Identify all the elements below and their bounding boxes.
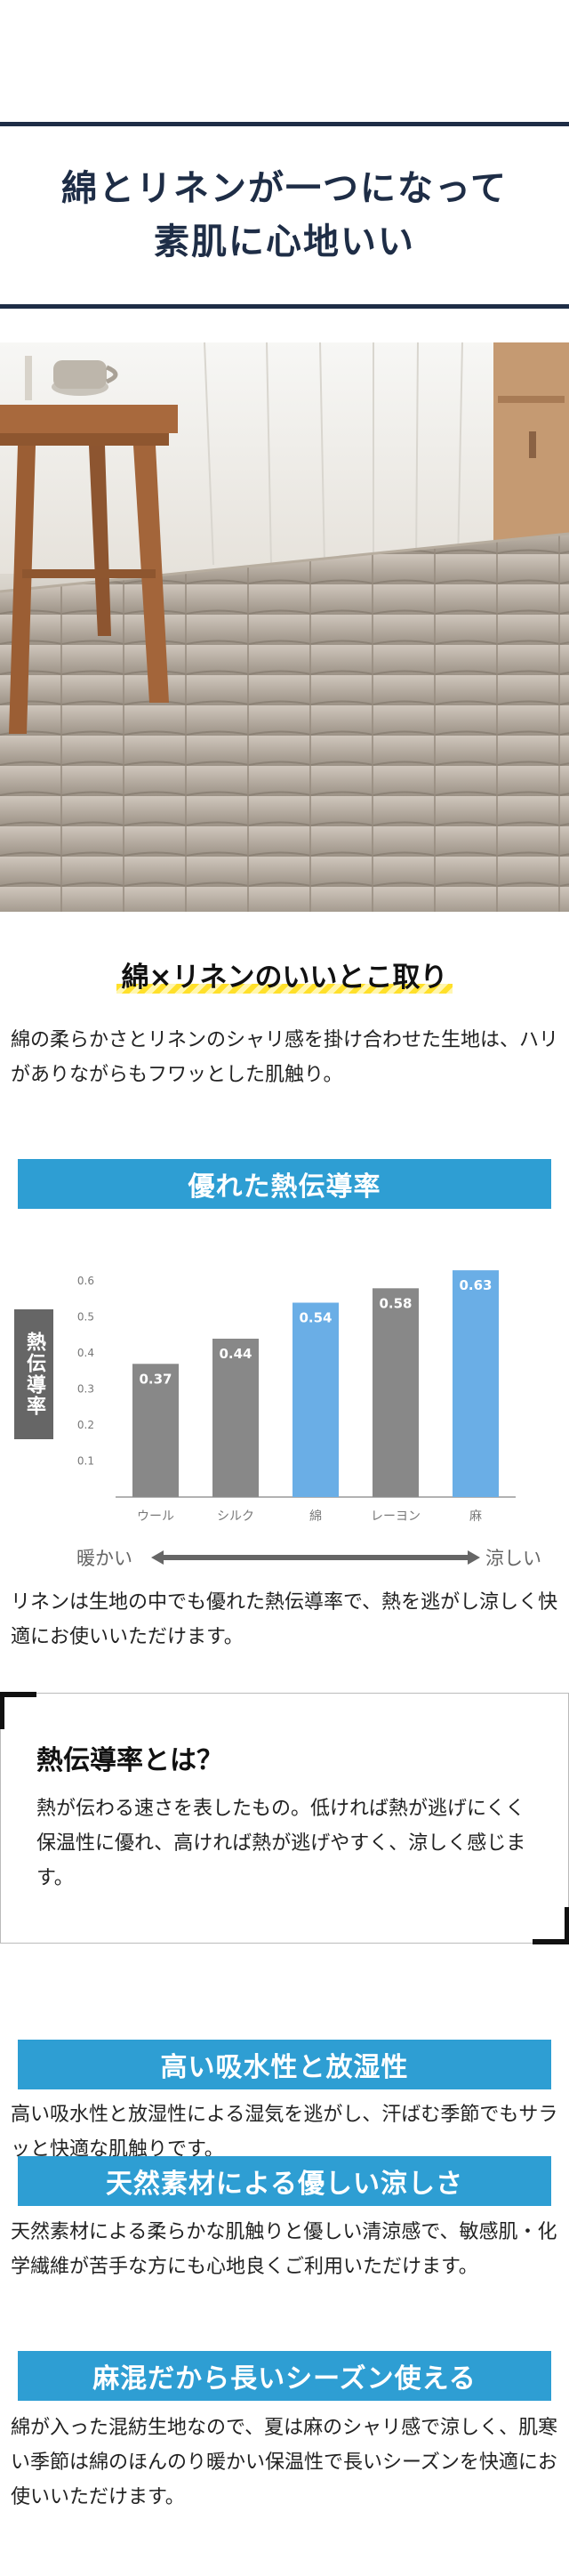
bar-value-label: 0.37: [139, 1371, 172, 1387]
warm-label: 暖かい: [76, 1548, 132, 1569]
bar: [293, 1302, 339, 1497]
x-tick-label: 麻: [469, 1509, 482, 1524]
heading-thermal-conductivity: 優れた熱伝導率: [18, 1159, 551, 1209]
bar: [132, 1364, 179, 1497]
section-title-cotton-linen: 綿×リネンのいいとこ取り: [0, 954, 569, 994]
bar: [453, 1270, 499, 1497]
feature-natural-text: 天然素材による柔らかな肌触りと優しい清涼感で、敏感肌・化学繊維が苦手な方にも心地…: [11, 2221, 557, 2278]
heading-feature-natural: 天然素材による優しい涼しさ: [18, 2156, 551, 2206]
x-tick-label: ウール: [137, 1509, 174, 1524]
bar-value-label: 0.63: [459, 1277, 492, 1293]
feature-season-text: 綿が入った混紡生地なので、夏は麻のシャリ感で涼しく、肌寒い季節は綿のほんのり暖か…: [11, 2417, 558, 2508]
info-box-thermal: 熱伝導率とは？ 熱が伝わる速さを表したもの。低ければ熱が逃げにくく保温性に優れ、…: [0, 1692, 569, 1944]
y-tick-label: 0.3: [77, 1383, 94, 1396]
product-photo: [0, 342, 569, 912]
info-box-text: 熱が伝わる速さを表したもの。低ければ熱が逃げにくく保温性に優れ、高ければ熱が逃げ…: [36, 1798, 526, 1889]
corner-bracket-icon: [0, 1692, 36, 1729]
x-tick-label: レーヨン: [371, 1509, 421, 1524]
bar-value-label: 0.54: [299, 1310, 332, 1326]
thermal-conductivity-chart: 熱伝導率 0.1 0.2 0.3 0.4 0.5 0.6 0.37 ウール 0.44 シルク 0.5…: [0, 1245, 569, 1539]
section-title-text: 綿×リネンのいいとこ取り: [116, 962, 453, 994]
bar-value-label: 0.58: [379, 1295, 412, 1311]
cool-label: 涼しい: [485, 1548, 541, 1569]
section1-text: 綿の柔らかさとリネンのシャリ感を掛け合わせた生地は、ハリがありながらもフワッとし…: [11, 1029, 559, 1086]
headline-line-2: 素肌に心地いい: [154, 221, 415, 262]
heading-feature-season: 麻混だから長いシーズン使える: [18, 2351, 551, 2401]
double-headed-arrow-icon: [151, 1550, 480, 1565]
bar-value-label: 0.44: [219, 1346, 252, 1362]
headline-line-1: 綿とリネンが一つになって: [61, 168, 508, 209]
bar: [373, 1288, 419, 1497]
chart-ylabel-tag: 熱伝導率: [14, 1309, 53, 1439]
y-tick-label: 0.2: [77, 1419, 94, 1431]
y-tick-label: 0.1: [77, 1455, 94, 1468]
section2-text: リネンは生地の中でも優れた熱伝導率で、熱を逃がし涼しく快適にお使いいただけます。: [11, 1591, 558, 1648]
y-tick-label: 0.6: [77, 1275, 94, 1287]
x-tick-label: シルク: [217, 1509, 254, 1524]
x-tick-label: 綿: [309, 1509, 322, 1524]
y-tick-label: 0.5: [77, 1311, 94, 1324]
headline-box: 綿とリネンが一つになって 素肌に心地いい: [0, 122, 569, 309]
bar: [212, 1338, 259, 1497]
info-box-title: 熱伝導率とは？: [36, 1745, 223, 1776]
heading-feature-absorbency: 高い吸水性と放湿性: [18, 2040, 551, 2089]
corner-bracket-icon: [533, 1907, 569, 1944]
room-illustration: [0, 342, 569, 912]
warm-cool-scale: 暖かい 涼しい: [0, 1544, 569, 1571]
y-tick-label: 0.4: [77, 1347, 94, 1359]
bar-chart-svg: 0.1 0.2 0.3 0.4 0.5 0.6 0.37 ウール 0.44 シルク 0.54 綿 0.5…: [77, 1270, 516, 1524]
